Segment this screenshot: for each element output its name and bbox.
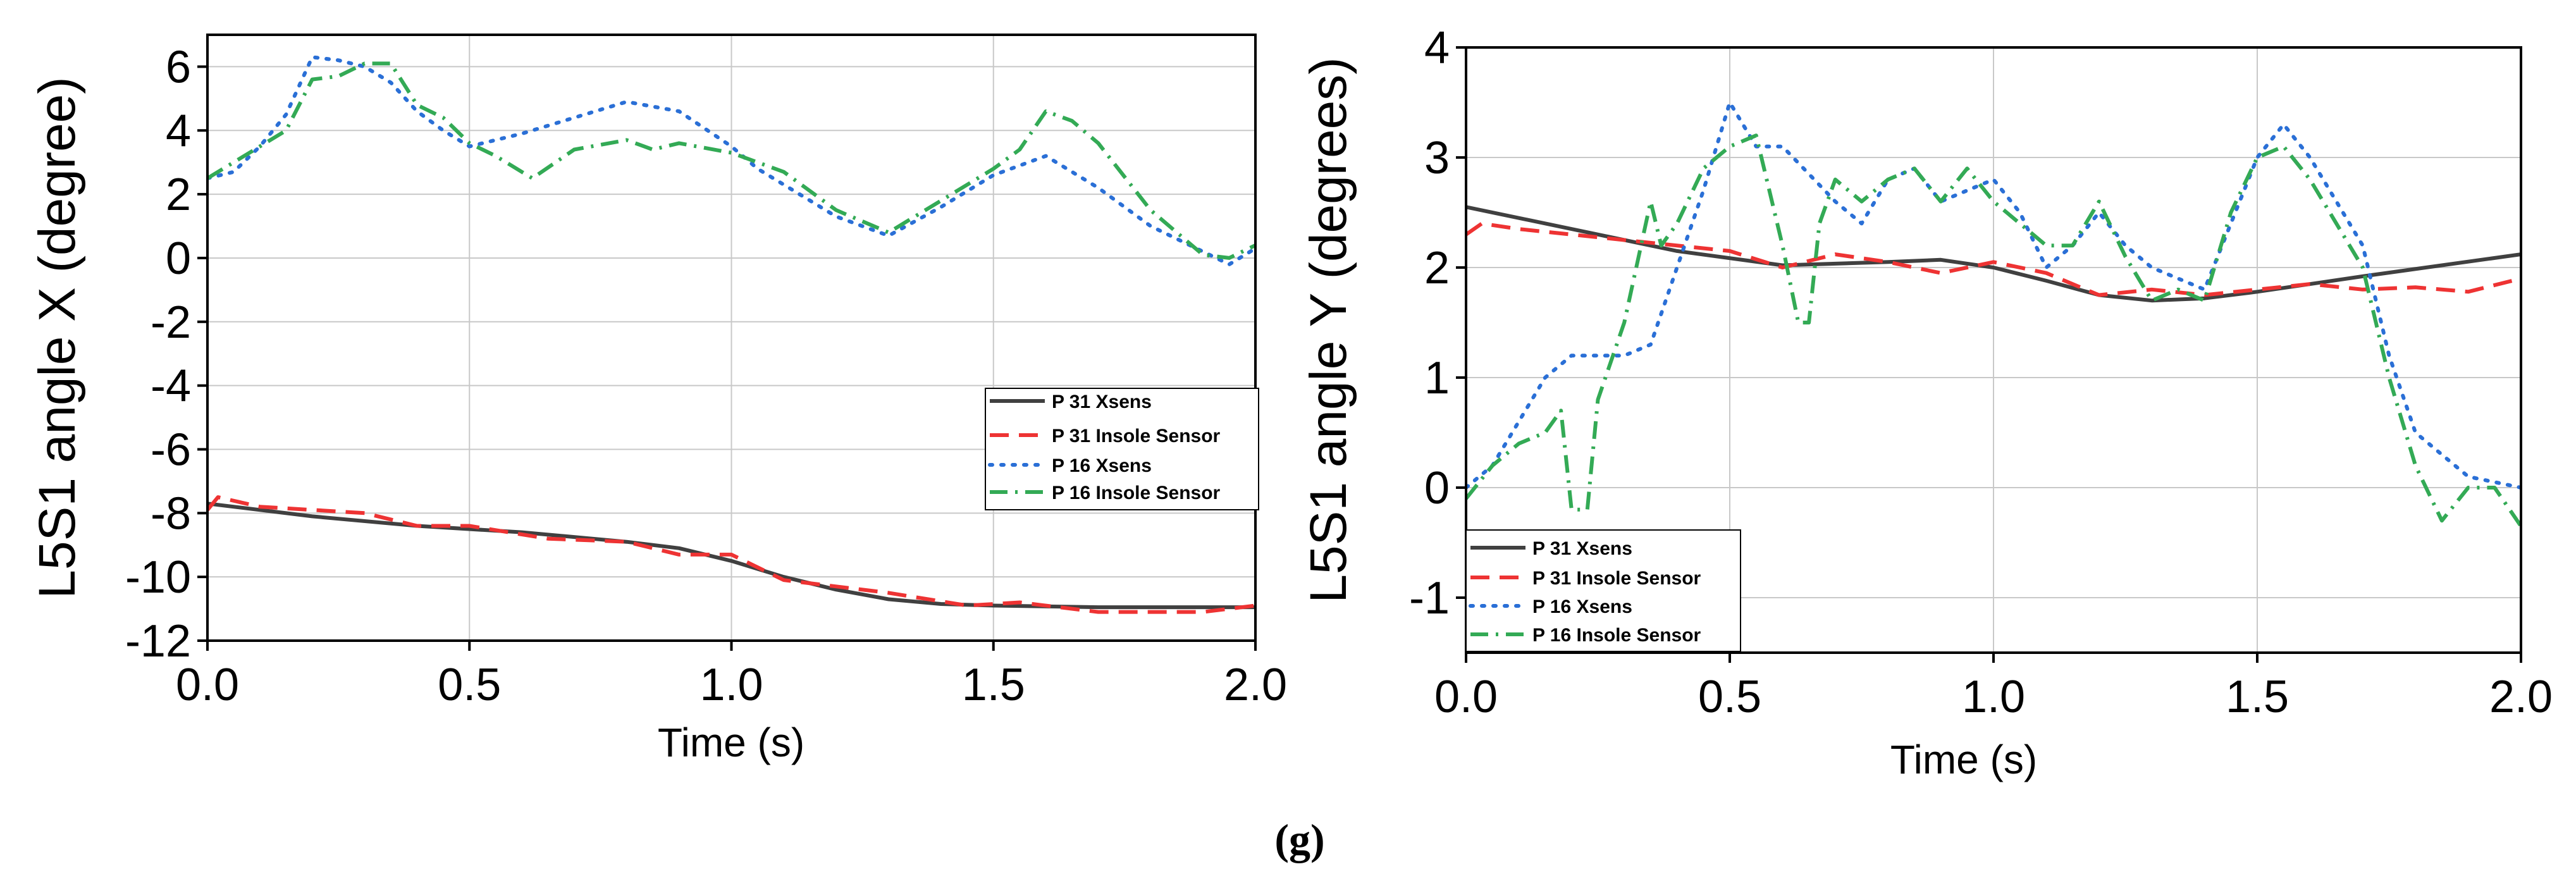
chart-left-ylabel: L5S1 angle X (degree) xyxy=(28,77,86,598)
chart-right-series-p-16-insole-sensor xyxy=(1466,133,2521,527)
chart-right-legend-label-p16-xsens: P 16 Xsens xyxy=(1532,596,1632,617)
chart-right-ytick-label-5: 4 xyxy=(1424,23,1450,73)
chart-left-ytick-label-2: -8 xyxy=(151,488,191,539)
chart-right-legend-label-p31-xsens: P 31 Xsens xyxy=(1532,538,1632,559)
chart-right-series-p-31-xsens xyxy=(1466,205,2521,303)
chart-left-xtick-label-1: 0.5 xyxy=(438,660,501,710)
chart-left-xtick-label-3: 1.5 xyxy=(962,660,1025,710)
chart-left-ytick-label-4: -4 xyxy=(151,361,191,412)
chart-right-legend-label-p16-insole: P 16 Insole Sensor xyxy=(1532,625,1701,646)
chart-left-legend-label-p16-insole: P 16 Insole Sensor xyxy=(1052,483,1221,503)
chart-left-xtick-label-4: 2.0 xyxy=(1224,660,1287,710)
chart-left-series-p-16-xsens xyxy=(207,55,1255,266)
chart-left-xtick-label-0: 0.0 xyxy=(176,660,239,710)
chart-right-legend: P 31 Xsens P 31 Insole Sensor P 16 Xsens… xyxy=(1465,529,1741,652)
chart-right-ytick-label-2: 1 xyxy=(1424,353,1450,404)
chart-right-xtick-label-1: 0.5 xyxy=(1698,672,1761,722)
chart-right-legend-box xyxy=(1465,529,1741,652)
chart-left-series xyxy=(207,55,1255,614)
chart-right-ytick-label-1: 0 xyxy=(1424,463,1450,514)
chart-left-ytick-label-3: -6 xyxy=(151,424,191,475)
chart-right-xtick-label-2: 1.0 xyxy=(1962,672,2025,722)
chart-right: 0.0 0.5 1.0 1.5 2.0 -1 0 1 2 3 4 Time (s) L5S1 ang… xyxy=(1300,23,2553,782)
chart-right-series xyxy=(1466,101,2521,527)
figure-caption: (g) xyxy=(1274,815,1324,863)
chart-left-ytick-label-9: 6 xyxy=(166,42,191,92)
chart-left-ytick-label-5: -2 xyxy=(151,297,191,348)
chart-left-legend-label-p31-xsens: P 31 Xsens xyxy=(1052,391,1152,412)
chart-right-ylabel: L5S1 angle Y (degrees) xyxy=(1300,57,1357,603)
chart-left-xlabel: Time (s) xyxy=(658,720,804,765)
chart-left-legend-box xyxy=(985,388,1259,510)
chart-left-ytick-label-6: 0 xyxy=(166,233,191,284)
chart-left-ytick-label-8: 4 xyxy=(166,106,191,156)
chart-left-ticks: 0.0 0.5 1.0 1.5 2.0 -12 -10 -8 -6 -4 -2 0 2 4 6 xyxy=(125,42,1287,710)
chart-left: 0.0 0.5 1.0 1.5 2.0 -12 -10 -8 -6 -4 -2 0 2 4 6 Time (… xyxy=(28,34,1287,765)
chart-left-series-p-31-insole-sensor xyxy=(207,495,1255,614)
chart-right-legend-label-p31-insole: P 31 Insole Sensor xyxy=(1532,568,1701,589)
chart-right-xtick-label-0: 0.0 xyxy=(1434,672,1498,722)
chart-right-xlabel: Time (s) xyxy=(1890,737,2037,782)
chart-left-legend-label-p16-xsens: P 16 Xsens xyxy=(1052,455,1152,476)
chart-right-ytick-label-0: -1 xyxy=(1409,573,1450,624)
chart-right-xtick-label-3: 1.5 xyxy=(2226,672,2289,722)
chart-right-xtick-label-4: 2.0 xyxy=(2489,672,2553,722)
chart-left-grid xyxy=(207,35,1256,641)
chart-right-ytick-label-3: 2 xyxy=(1424,243,1450,293)
chart-left-series-p-16-insole-sensor xyxy=(207,61,1255,260)
chart-left-ytick-label-7: 2 xyxy=(166,169,191,220)
chart-left-legend-label-p31-insole: P 31 Insole Sensor xyxy=(1052,426,1221,447)
chart-left-ytick-label-1: -10 xyxy=(125,552,191,603)
chart-right-ticks: 0.0 0.5 1.0 1.5 2.0 -1 0 1 2 3 4 xyxy=(1409,23,2553,722)
chart-left-legend: P 31 Xsens P 31 Insole Sensor P 16 Xsens… xyxy=(985,388,1259,510)
chart-left-ytick-label-0: -12 xyxy=(125,616,191,667)
chart-right-ytick-label-4: 3 xyxy=(1424,133,1450,183)
chart-left-xtick-label-2: 1.0 xyxy=(699,660,763,710)
